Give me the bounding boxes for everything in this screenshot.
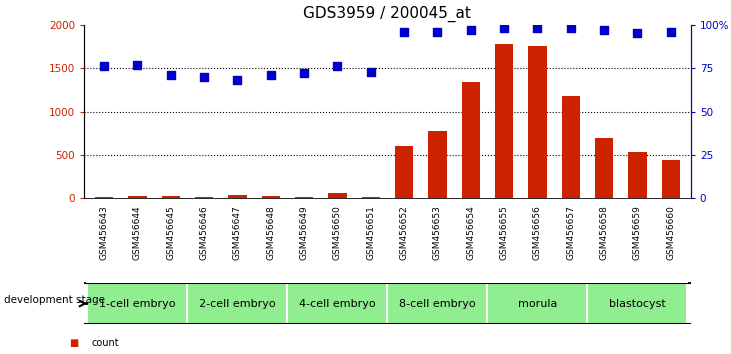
Point: [531, 25, 543, 31]
Bar: [628, 152, 647, 198]
Text: GSM456648: GSM456648: [266, 205, 276, 260]
Text: GSM456649: GSM456649: [300, 205, 308, 260]
Bar: [488, 283, 588, 324]
Text: GSM456657: GSM456657: [567, 205, 575, 260]
Point: [198, 74, 210, 80]
Point: [365, 69, 376, 74]
Point: [332, 64, 344, 69]
Text: GSM456645: GSM456645: [166, 205, 175, 260]
Point: [465, 27, 477, 33]
Text: GSM456659: GSM456659: [633, 205, 642, 260]
Bar: [287, 283, 387, 324]
Bar: [195, 197, 213, 198]
Point: [98, 64, 110, 69]
Bar: [162, 196, 180, 198]
Text: GSM456646: GSM456646: [200, 205, 208, 260]
Text: GSM456650: GSM456650: [333, 205, 342, 260]
Bar: [395, 146, 413, 198]
Title: GDS3959 / 200045_at: GDS3959 / 200045_at: [303, 6, 471, 22]
Text: GSM456660: GSM456660: [666, 205, 675, 260]
Bar: [662, 160, 680, 198]
Bar: [529, 46, 547, 198]
Bar: [228, 195, 246, 198]
Text: GSM456656: GSM456656: [533, 205, 542, 260]
Text: GSM456658: GSM456658: [599, 205, 609, 260]
Text: morula: morula: [518, 298, 557, 309]
Text: GSM456643: GSM456643: [99, 205, 109, 260]
Text: GSM456651: GSM456651: [366, 205, 375, 260]
Text: 2-cell embryo: 2-cell embryo: [199, 298, 276, 309]
Bar: [295, 197, 314, 198]
Point: [298, 70, 310, 76]
Bar: [428, 131, 447, 198]
Text: 1-cell embryo: 1-cell embryo: [99, 298, 175, 309]
Bar: [595, 137, 613, 198]
Text: GSM456652: GSM456652: [400, 205, 409, 260]
Point: [632, 30, 643, 36]
Bar: [588, 283, 687, 324]
Bar: [362, 197, 380, 198]
Bar: [561, 96, 580, 198]
Point: [431, 29, 443, 35]
Bar: [128, 196, 147, 198]
Point: [232, 78, 243, 83]
Point: [398, 29, 410, 35]
Text: GSM456654: GSM456654: [466, 205, 475, 260]
Text: 8-cell embryo: 8-cell embryo: [399, 298, 476, 309]
Text: GSM456655: GSM456655: [499, 205, 509, 260]
Point: [665, 29, 677, 35]
Text: 4-cell embryo: 4-cell embryo: [299, 298, 376, 309]
Point: [598, 27, 610, 33]
Point: [165, 72, 177, 78]
Point: [499, 25, 510, 31]
Point: [132, 62, 143, 68]
Text: blastocyst: blastocyst: [609, 298, 666, 309]
Bar: [461, 82, 480, 198]
Bar: [495, 44, 513, 198]
Bar: [95, 197, 113, 198]
Text: development stage: development stage: [4, 295, 105, 305]
Bar: [328, 193, 346, 198]
Text: GSM456647: GSM456647: [233, 205, 242, 260]
Bar: [387, 283, 488, 324]
Bar: [88, 283, 187, 324]
Text: ■: ■: [69, 338, 79, 348]
Bar: [187, 283, 287, 324]
Text: count: count: [91, 338, 119, 348]
Text: GSM456644: GSM456644: [133, 205, 142, 260]
Bar: [262, 196, 280, 198]
Text: GSM456653: GSM456653: [433, 205, 442, 260]
Point: [265, 72, 276, 78]
Point: [565, 25, 577, 31]
